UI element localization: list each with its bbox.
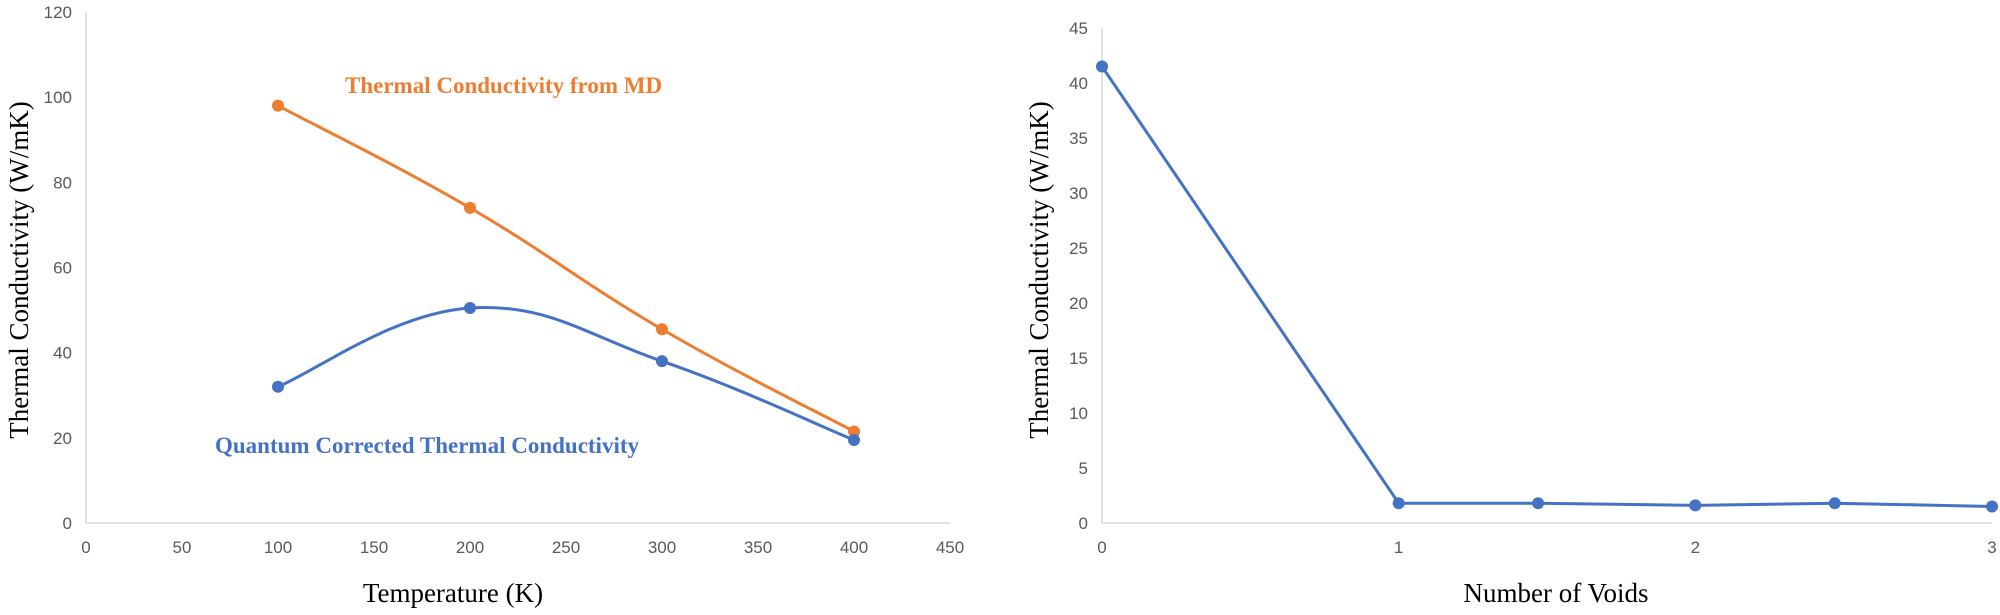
y-tick-label: 80 <box>53 173 72 192</box>
x-tick-label: 0 <box>1097 538 1106 557</box>
x-tick-label: 100 <box>264 538 292 557</box>
x-tick-label: 200 <box>456 538 484 557</box>
x-tick-label: 3 <box>1987 538 1996 557</box>
series-line-md <box>277 104 855 433</box>
x-axis-title-temperature-chart: Temperature (K) <box>363 578 543 608</box>
y-tick-label: 25 <box>1069 239 1088 258</box>
x-tick-label: 50 <box>173 538 192 557</box>
data-point-voids <box>1986 500 1998 513</box>
data-point-qc <box>464 301 476 314</box>
y-tick-label: 120 <box>44 3 72 22</box>
chart-temperature: Thermal Conductivity (W/mK) Temperature … <box>4 3 964 608</box>
y-tick-label: 30 <box>1069 184 1088 203</box>
y-tick-label: 60 <box>53 259 72 278</box>
series-line-voids <box>1100 65 1993 508</box>
data-point-qc <box>656 355 668 368</box>
data-point-md <box>656 323 668 336</box>
y-tick-label: 5 <box>1079 459 1088 478</box>
data-point-voids <box>1828 497 1841 510</box>
data-point-voids <box>1096 60 1108 73</box>
y-tick-label: 35 <box>1069 129 1088 148</box>
x-tick-label: 2 <box>1691 538 1700 557</box>
x-tick-label: 150 <box>360 538 388 557</box>
x-tick-label: 400 <box>840 538 868 557</box>
x-tick-label: 250 <box>552 538 580 557</box>
y-tick-label: 100 <box>44 88 72 107</box>
data-point-qc <box>272 380 284 393</box>
y-axis-title-temperature-chart: Thermal Conductivity (W/mK) <box>4 101 34 438</box>
x-tick-label: 350 <box>744 538 772 557</box>
x-tick-label: 0 <box>81 538 90 557</box>
x-tick-label: 450 <box>936 538 964 557</box>
data-point-qc <box>848 433 860 446</box>
data-point-md <box>272 99 284 112</box>
data-point-voids <box>1689 499 1702 512</box>
annotation-quantum-series: Quantum Corrected Thermal Conductivity <box>215 433 639 458</box>
y-axis-title-voids-chart: Thermal Conductivity (W/mK) <box>1024 101 1054 438</box>
x-tick-label: 1 <box>1394 538 1403 557</box>
y-tick-label: 45 <box>1069 19 1088 38</box>
data-point-md <box>464 201 476 214</box>
y-tick-label: 10 <box>1069 404 1088 423</box>
y-tick-label: 0 <box>63 514 72 533</box>
series-line-qc <box>277 305 855 442</box>
chart-voids: Thermal Conductivity (W/mK) Number of Vo… <box>1024 19 1998 608</box>
y-tick-label: 40 <box>53 344 72 363</box>
data-point-voids <box>1392 497 1405 510</box>
y-tick-label: 15 <box>1069 349 1088 368</box>
x-axis-title-voids-chart: Number of Voids <box>1463 578 1648 608</box>
annotation-md-series: Thermal Conductivity from MD <box>345 73 662 98</box>
y-tick-label: 20 <box>53 429 72 448</box>
y-tick-label: 20 <box>1069 294 1088 313</box>
y-tick-label: 0 <box>1079 514 1088 533</box>
data-point-voids <box>1532 497 1545 510</box>
y-tick-label: 40 <box>1069 74 1088 93</box>
data-point-md <box>848 425 860 438</box>
x-tick-label: 300 <box>648 538 676 557</box>
